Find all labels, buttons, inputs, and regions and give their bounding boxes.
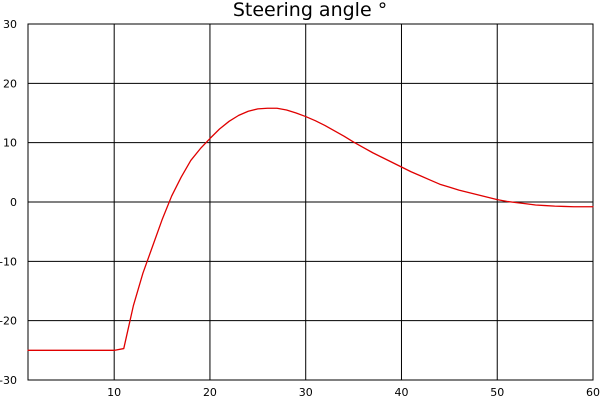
y-tick-label: 20 [3,77,17,90]
x-tick-label: 50 [490,386,504,399]
plot-frame [27,23,594,381]
y-tick-label: 0 [10,196,17,209]
x-tick-label: 20 [203,386,217,399]
y-tick-label: 30 [3,18,17,31]
axis-ticks: 10 20 30 40 50 60 -30 -20 -10 0 10 20 30 [0,18,600,399]
grid-lines [28,23,594,381]
x-tick-label: 30 [299,386,313,399]
series-line [27,107,594,351]
y-tick-label: -30 [0,374,17,387]
y-tick-label: -20 [0,315,17,328]
y-tick-label: 10 [3,137,17,150]
chart-title: Steering angle ° [233,0,387,21]
series-group [27,107,594,351]
x-tick-label: 10 [107,386,121,399]
y-tick-label: -10 [0,255,17,268]
x-tick-label: 40 [394,386,408,399]
x-tick-label: 60 [586,386,600,399]
